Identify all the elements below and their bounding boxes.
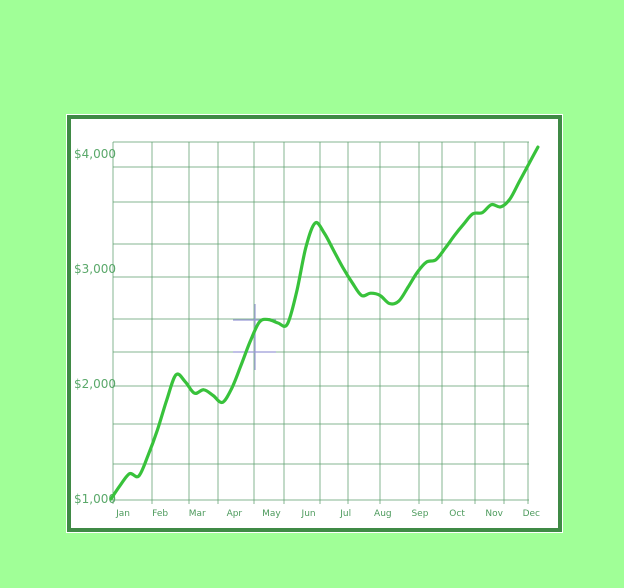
chart-border xyxy=(67,115,562,532)
series-layer xyxy=(109,145,540,501)
y-axis-ticks: $1,000 $2,000 $3,000 $4,000 xyxy=(74,147,116,506)
x-tick-label: Jun xyxy=(301,509,316,519)
y-tick-label: $4,000 xyxy=(74,147,116,161)
x-tick-label: Jan xyxy=(115,509,130,519)
chart-frame: $1,000 $2,000 $3,000 $4,000 Jan Feb Mar Apr May… xyxy=(66,114,563,533)
x-tick-label: Sep xyxy=(411,509,428,519)
x-tick-label: Oct xyxy=(449,509,465,519)
x-tick-label: Mar xyxy=(189,509,206,519)
x-axis-ticks: Jan Feb Mar Apr May Jun Jul Aug Sep Oct Nov Dec xyxy=(115,509,540,519)
x-tick-label: Dec xyxy=(523,509,540,519)
y-tick-label: $2,000 xyxy=(74,377,116,391)
line-chart: $1,000 $2,000 $3,000 $4,000 Jan Feb Mar Apr May… xyxy=(67,115,562,532)
x-tick-label: May xyxy=(262,509,281,519)
y-tick-label: $1,000 xyxy=(74,492,116,506)
x-tick-label: Jul xyxy=(339,509,351,519)
x-tick-label: Feb xyxy=(152,509,168,519)
x-tick-label: Aug xyxy=(374,509,392,519)
x-tick-label: Apr xyxy=(227,509,243,519)
grid xyxy=(112,141,529,504)
y-tick-label: $3,000 xyxy=(74,262,116,276)
x-tick-label: Nov xyxy=(485,509,503,519)
